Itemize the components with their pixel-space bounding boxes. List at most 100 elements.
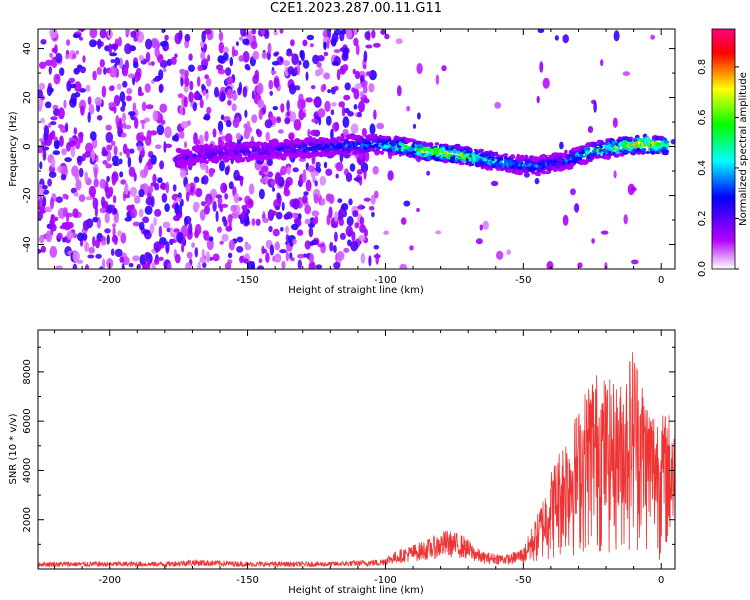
- noise-blob: [63, 99, 67, 109]
- noise-blob: [315, 161, 321, 169]
- noise-blob: [279, 29, 284, 34]
- noise-blob: [299, 174, 303, 184]
- noise-blob: [122, 256, 130, 266]
- noise-blob: [351, 87, 356, 93]
- noise-blob: [73, 191, 79, 197]
- noise-blob: [201, 176, 205, 185]
- noise-blob: [85, 84, 91, 92]
- ridge-blob: [365, 140, 372, 145]
- noise-blob: [303, 191, 309, 196]
- noise-blob: [170, 56, 177, 65]
- noise-blob: [164, 34, 169, 41]
- noise-blob: [60, 174, 67, 181]
- noise-blob: [132, 255, 140, 262]
- noise-blob: [216, 64, 224, 71]
- noise-blob: [184, 216, 189, 227]
- noise-blob: [112, 223, 117, 228]
- noise-blob: [333, 261, 341, 269]
- noise-blob: [334, 211, 339, 223]
- noise-blob: [84, 241, 90, 252]
- noise-blob: [153, 242, 157, 250]
- noise-blob: [306, 34, 315, 41]
- noise-blob: [278, 129, 284, 134]
- noise-blob: [128, 262, 134, 268]
- noise-blob: [559, 141, 564, 150]
- noise-blob: [134, 195, 141, 204]
- noise-blob: [47, 178, 52, 187]
- noise-blob: [180, 77, 184, 87]
- ridge-blob: [265, 155, 272, 161]
- noise-blob: [348, 198, 353, 206]
- noise-blob: [358, 205, 363, 210]
- noise-blob: [229, 56, 234, 67]
- noise-blob: [106, 175, 110, 183]
- noise-blob: [88, 104, 95, 115]
- noise-blob: [333, 49, 341, 54]
- noise-blob: [179, 105, 183, 116]
- colorbar-tick-label: 0.8: [697, 59, 708, 75]
- noise-blob: [326, 214, 331, 226]
- noise-blob: [243, 212, 249, 220]
- noise-blob: [333, 29, 342, 36]
- noise-blob: [42, 146, 50, 151]
- noise-blob: [47, 122, 52, 128]
- noise-blob: [207, 54, 211, 62]
- noise-blob: [231, 92, 238, 101]
- noise-blob: [242, 38, 250, 45]
- noise-blob: [396, 85, 402, 97]
- noise-blob: [631, 259, 639, 265]
- noise-blob: [50, 121, 57, 126]
- noise-blob: [206, 106, 212, 114]
- ridge-blob: [181, 162, 187, 168]
- noise-blob: [304, 204, 312, 215]
- noise-blob: [235, 41, 239, 46]
- noise-blob: [318, 67, 324, 76]
- noise-blob: [256, 82, 264, 95]
- noise-blob: [117, 230, 123, 237]
- noise-blob: [387, 170, 394, 181]
- noise-blob: [622, 71, 631, 76]
- noise-blob: [119, 151, 123, 156]
- noise-blob: [142, 229, 151, 235]
- noise-blob: [172, 135, 179, 142]
- noise-blob: [287, 66, 295, 75]
- noise-blob: [138, 208, 144, 218]
- noise-blob: [346, 216, 354, 227]
- noise-blob: [352, 210, 359, 218]
- noise-blob: [165, 181, 170, 194]
- noise-blob: [223, 184, 227, 192]
- noise-blob: [73, 33, 81, 39]
- ridge-blob: [336, 136, 342, 141]
- noise-blob: [89, 131, 97, 141]
- noise-blob: [252, 50, 260, 60]
- noise-blob: [313, 97, 321, 106]
- noise-blob: [270, 210, 278, 216]
- noise-blob: [475, 238, 483, 245]
- ridge-blob: [568, 162, 576, 167]
- noise-blob: [65, 54, 70, 60]
- noise-blob: [139, 135, 144, 141]
- ridge-blob: [608, 146, 615, 152]
- noise-blob: [317, 108, 326, 118]
- noise-blob: [226, 88, 233, 100]
- noise-blob: [310, 129, 318, 136]
- noise-blob: [119, 171, 124, 178]
- noise-blob: [218, 31, 224, 42]
- noise-blob: [230, 204, 237, 212]
- noise-blob: [121, 263, 125, 269]
- noise-blob: [323, 161, 328, 169]
- ridge-blob: [564, 149, 568, 155]
- ridge-blob: [469, 148, 473, 152]
- colorbar: 0.0 0.2 0.4 0.6 0.8 Normalized spectral ampl…: [697, 28, 749, 277]
- noise-blob: [110, 248, 115, 256]
- noise-blob: [291, 53, 299, 66]
- ridge-blob: [502, 153, 509, 157]
- noise-blob: [363, 197, 371, 202]
- noise-blob: [479, 224, 483, 231]
- noise-blob: [174, 253, 181, 264]
- noise-blob: [145, 51, 151, 63]
- noise-blob: [201, 83, 205, 91]
- noise-blob: [152, 110, 158, 122]
- noise-blob: [154, 47, 160, 58]
- noise-blob: [268, 225, 273, 233]
